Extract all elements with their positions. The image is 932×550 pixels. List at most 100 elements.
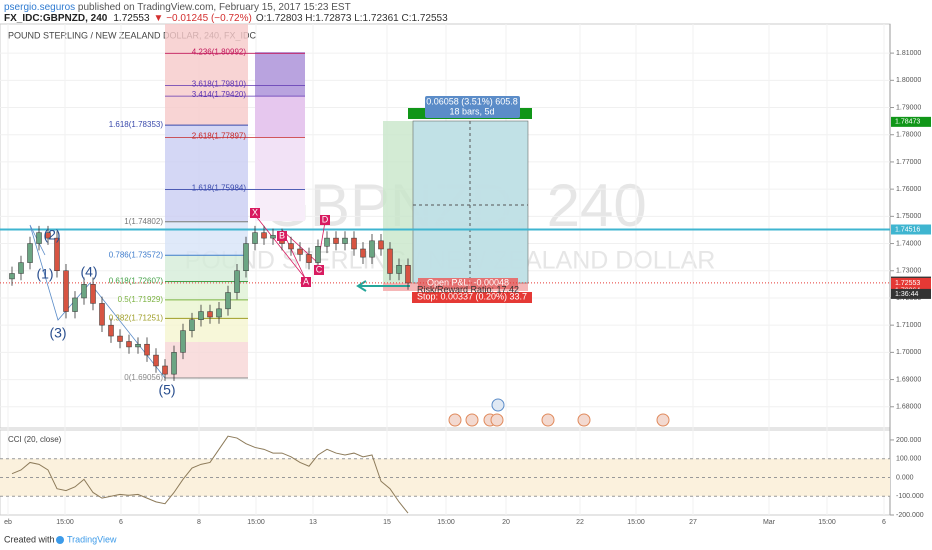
fib-zone — [165, 255, 248, 283]
published: published on TradingView.com, February 1… — [75, 2, 351, 13]
wave-path — [29, 224, 166, 379]
pattern-tag — [250, 208, 260, 218]
stop-tag — [412, 292, 532, 303]
countdown: 1:36:44 — [895, 291, 918, 298]
y-tick-label: 1.68000 — [896, 404, 921, 411]
x-tick-label: 15 — [383, 519, 391, 526]
x-tick-label: 15:00 — [818, 519, 836, 526]
price-tag-label: 1.72553 — [895, 280, 920, 287]
pattern-tag — [320, 215, 330, 225]
candle-body — [378, 240, 384, 250]
chart-title: POUND STERLING / NEW ZEALAND DOLLAR, 240… — [8, 30, 257, 40]
fib-label: 0.5(1.71929) — [118, 295, 164, 304]
annotation: 18 bars, 5d — [449, 106, 494, 116]
annotation: (1) — [36, 266, 53, 282]
candle-body — [162, 365, 168, 375]
candle-body — [45, 232, 51, 239]
x-tick-label: 22 — [576, 519, 584, 526]
annotation: C — [316, 264, 323, 274]
candle-body — [117, 335, 123, 342]
candle-body — [261, 232, 267, 239]
x-tick-label: 20 — [502, 519, 510, 526]
fib-zone — [165, 125, 248, 221]
candle-body — [234, 270, 240, 293]
x-tick-label: 13 — [309, 519, 317, 526]
fib-ext-zone — [255, 52, 305, 96]
annotation: B — [279, 230, 285, 240]
candle-body — [216, 308, 222, 318]
candle-body — [324, 237, 330, 247]
y-tick-label: 1.73000 — [896, 268, 921, 275]
footer-created: Created with — [4, 534, 55, 544]
pnl-tag — [418, 278, 518, 289]
candle-body — [207, 311, 213, 318]
y-tick-label: 1.81000 — [896, 50, 921, 57]
event-icon — [656, 413, 670, 427]
candle-body — [243, 243, 249, 272]
candle-body — [81, 284, 87, 299]
candle-body — [171, 352, 177, 375]
fib-ext-zone — [255, 137, 305, 189]
fib-zone — [165, 221, 248, 255]
cci-title: CCI (20, close) — [8, 435, 62, 444]
candle-body — [198, 311, 204, 320]
fib-label: 1(1.74802) — [124, 217, 163, 226]
fib-zone — [165, 342, 248, 378]
annotation: Risk/Reward Ratio: 17.42 — [417, 284, 519, 294]
fib-zone — [165, 300, 248, 318]
annotation: A — [303, 276, 309, 286]
fib-label: 0.382(1.71251) — [109, 313, 164, 322]
fib-label: 0.618(1.72607) — [109, 277, 164, 286]
event-icon — [541, 413, 555, 427]
x-tick-label: 6 — [882, 519, 886, 526]
candle-body — [306, 254, 312, 263]
annotation: (5) — [158, 382, 175, 398]
measure-tag — [425, 96, 520, 118]
annotation: 0.06058 (3.51%) 605.8 — [426, 96, 518, 106]
candle-body — [333, 237, 339, 244]
annotation: Stop: 0.00337 (0.20%) 33.7 — [417, 291, 527, 301]
candle-body — [369, 240, 375, 258]
countdown-tag — [891, 288, 931, 299]
y-tick-label: 1.71000 — [896, 322, 921, 329]
fib-label: 1.618(1.78353) — [109, 120, 164, 129]
cci-line — [11, 435, 409, 514]
candle-body — [297, 248, 303, 255]
y-tick-label: 1.75000 — [896, 213, 921, 220]
candle-body — [108, 324, 114, 337]
annotation: X — [252, 207, 258, 217]
candle-body — [90, 284, 96, 304]
candle-body — [351, 237, 357, 250]
annotation: (3) — [49, 325, 66, 341]
candle-body — [180, 330, 186, 353]
y-tick-label: 1.77000 — [896, 159, 921, 166]
candle-body — [189, 319, 195, 331]
pattern-tag — [301, 277, 311, 287]
event-icon — [448, 413, 462, 427]
candle-body — [9, 273, 15, 280]
annotation: D — [322, 214, 329, 224]
footer-brand: TradingView — [67, 534, 117, 544]
candle-body — [72, 297, 78, 312]
candle-body — [54, 237, 60, 272]
x-tick-label: 15:00 — [437, 519, 455, 526]
fib-zone — [165, 318, 248, 342]
x-tick-label: 27 — [689, 519, 697, 526]
candle-body — [387, 248, 393, 274]
candle-body — [36, 232, 42, 244]
y-tick-label: 100.000 — [896, 456, 921, 463]
y-tick-label: -200.000 — [896, 512, 924, 519]
x-tick-label: 8 — [197, 519, 201, 526]
y-tick-label: 200.000 — [896, 437, 921, 444]
candle-body — [360, 248, 366, 258]
candle-body — [99, 303, 105, 326]
candle-body — [135, 343, 141, 348]
y-tick-label: -100.000 — [896, 493, 924, 500]
fib-ext-zone — [255, 96, 305, 137]
candle-body — [18, 262, 24, 274]
y-tick-label: 0.000 — [896, 474, 914, 481]
header-line: psergio.seguros published on TradingView… — [4, 2, 351, 13]
candle-body — [288, 243, 294, 250]
price-tag-label: 1.78473 — [895, 119, 920, 126]
author: psergio.seguros — [4, 2, 75, 13]
